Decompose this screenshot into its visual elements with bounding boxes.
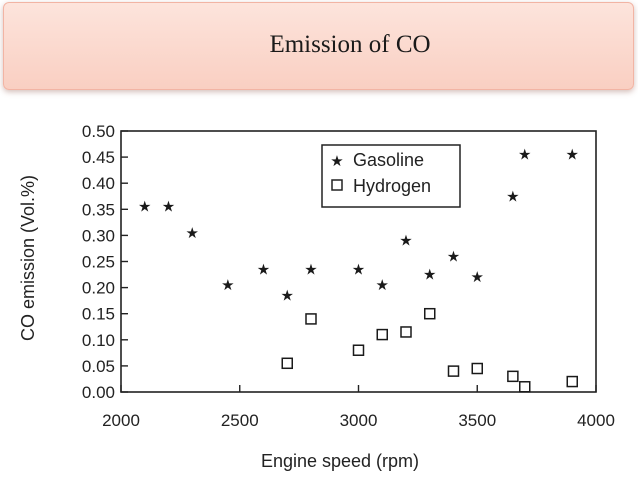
y-axis: 0.00 0.05 0.10 0.15 0.20 0.25 0.30 0.35 0.40 0.45…: [82, 122, 128, 402]
x-axis: 2000 2500 3000 3500 4000: [102, 385, 615, 430]
x-axis-title: Engine speed (rpm): [261, 451, 419, 471]
gasoline-point: ★: [471, 268, 484, 286]
data-marks: ★ ★ ★ ★ ★ ★ ★ ★ ★ ★ ★ ★ ★ ★ ★ ★: [138, 145, 579, 393]
legend-square-icon: [331, 179, 343, 191]
slide-title: Emission of CO: [269, 31, 431, 58]
gasoline-point: ★: [506, 187, 519, 205]
x-tick-label: 4000: [577, 411, 615, 430]
hydrogen-point: [566, 375, 578, 388]
gasoline-point: ★: [221, 276, 234, 294]
legend: ★ Gasoline Hydrogen: [321, 144, 461, 208]
gasoline-point: ★: [447, 247, 460, 265]
legend-label-hydrogen: Hydrogen: [353, 176, 431, 196]
x-tick-label: 2000: [102, 411, 140, 430]
hydrogen-point: [352, 344, 365, 356]
hydrogen-point: [376, 328, 388, 341]
hydrogen-point: [519, 381, 531, 393]
hydrogen-point: [305, 313, 317, 325]
hydrogen-point: [424, 307, 436, 320]
gasoline-point: ★: [281, 286, 294, 304]
y-tick-label: 0.00: [82, 383, 115, 402]
gasoline-point: ★: [352, 260, 365, 278]
y-tick-label: 0.50: [82, 122, 115, 141]
title-band: [3, 2, 634, 90]
x-tick-label: 3000: [340, 411, 378, 430]
legend-box: [321, 144, 461, 208]
x-tick-label: 2500: [221, 411, 259, 430]
y-tick-label: 0.35: [82, 200, 115, 219]
gasoline-point: ★: [304, 260, 317, 278]
legend-label-gasoline: Gasoline: [353, 150, 424, 170]
hydrogen-point: [281, 357, 293, 370]
gasoline-point: ★: [566, 145, 579, 163]
legend-star-icon: ★: [330, 152, 343, 170]
y-tick-label: 0.10: [82, 331, 115, 350]
gasoline-point: ★: [399, 232, 412, 250]
gasoline-point: ★: [186, 224, 199, 242]
y-tick-label: 0.30: [82, 226, 115, 245]
y-tick-label: 0.25: [82, 253, 115, 272]
hydrogen-point: [447, 365, 460, 377]
hydrogen-point: [471, 362, 483, 375]
gasoline-point: ★: [162, 198, 175, 216]
gasoline-point: ★: [257, 260, 270, 278]
gasoline-point: ★: [518, 145, 531, 163]
y-tick-label: 0.15: [82, 305, 115, 324]
gasoline-point: ★: [376, 276, 389, 294]
y-axis-title: CO emission (Vol.%): [18, 175, 38, 341]
y-tick-label: 0.40: [82, 174, 115, 193]
gasoline-point: ★: [423, 266, 436, 284]
hydrogen-point: [507, 370, 519, 383]
y-tick-label: 0.05: [82, 357, 115, 376]
gasoline-point: ★: [138, 198, 151, 216]
hydrogen-point: [400, 326, 412, 338]
y-tick-label: 0.20: [82, 279, 115, 298]
y-tick-label: 0.45: [82, 148, 115, 167]
x-tick-label: 3500: [458, 411, 496, 430]
